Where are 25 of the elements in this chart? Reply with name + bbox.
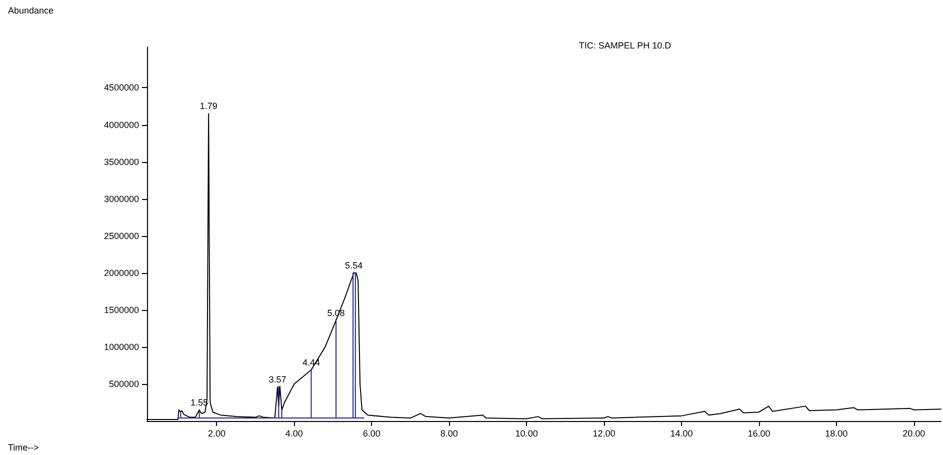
text: Time--> — [8, 442, 39, 452]
text: Abundance — [8, 6, 54, 16]
y-tick-label: 3500000 — [104, 156, 139, 167]
y-tick-label: 3000000 — [104, 194, 139, 204]
x-tick-label: 18.00 — [825, 428, 848, 438]
y-tick-label: 2000000 — [104, 268, 139, 278]
annotation: 5.54 — [345, 260, 363, 270]
annotation: 3.57 — [268, 374, 286, 384]
x-tick-label: 14.00 — [670, 428, 693, 438]
x-tick-label: 16.00 — [748, 428, 770, 438]
y-tick-label: 500000 — [108, 378, 139, 389]
y-tick-label: 1000000 — [104, 342, 139, 352]
annotation: 1.79 — [200, 101, 218, 112]
y-tick-label: 2500000 — [104, 230, 139, 241]
y-tick-label: 4500000 — [104, 82, 139, 93]
x-tick-label: 6.00 — [362, 428, 380, 438]
x-tick-label: 4.00 — [285, 428, 303, 438]
chart-title: TIC: SAMPEL PH 10.D — [578, 40, 672, 50]
x-tick-label: 10.00 — [515, 428, 538, 438]
x-tick-label: 8.00 — [440, 428, 458, 438]
x-tick-label: 20.00 — [902, 428, 926, 438]
y-tick-label: 1500000 — [104, 304, 139, 315]
x-tick-label: 2.00 — [208, 428, 226, 438]
x-tick-label: 12.00 — [592, 428, 616, 438]
y-tick-label: 4000000 — [104, 120, 139, 130]
